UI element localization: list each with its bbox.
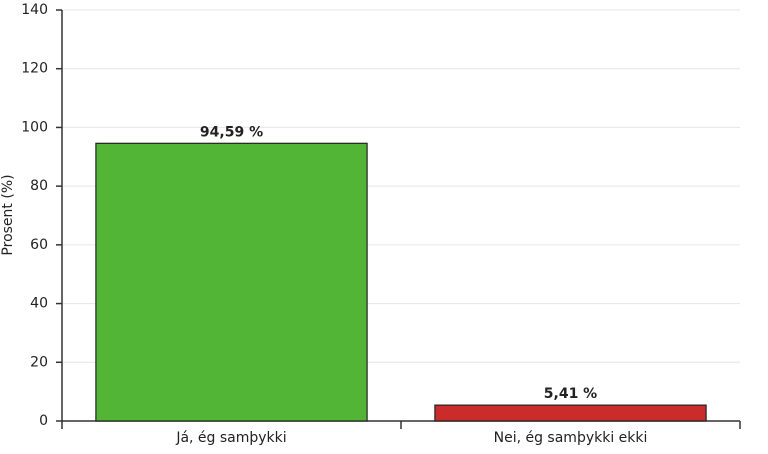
bar	[434, 404, 707, 422]
y-tick-label: 0	[39, 413, 48, 429]
y-tick-label: 60	[30, 237, 48, 253]
y-tick-label: 120	[21, 61, 48, 77]
data-label: 94,59 %	[200, 124, 263, 140]
y-tick-label: 100	[21, 119, 48, 135]
y-tick-label: 80	[30, 178, 48, 194]
y-tick-label: 20	[30, 354, 48, 370]
data-label: 5,41 %	[544, 386, 597, 402]
bar	[95, 142, 368, 422]
y-axis-label: Prosent (%)	[0, 174, 16, 255]
y-tick-label: 140	[21, 2, 48, 18]
x-tick-label: Já, ég samþykki	[175, 430, 286, 446]
x-tick-label: Nei, ég samþykki ekki	[494, 430, 648, 446]
y-tick-label: 40	[30, 296, 48, 312]
